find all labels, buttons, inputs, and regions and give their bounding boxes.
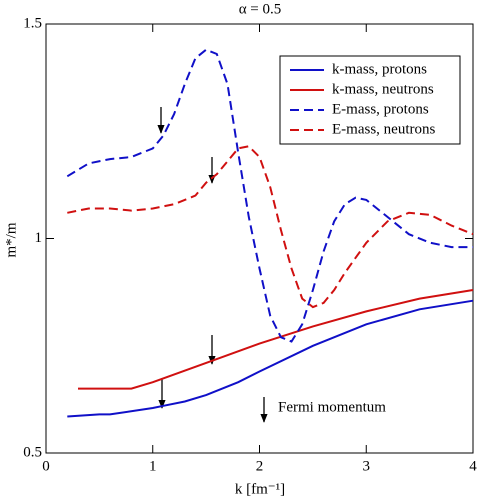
y-tick-label: 1.5 bbox=[23, 15, 42, 31]
y-axis-label: m*/m bbox=[3, 222, 19, 257]
x-tick-label: 2 bbox=[256, 458, 264, 474]
fermi-arrows bbox=[157, 107, 268, 423]
x-tick-label: 4 bbox=[469, 458, 477, 474]
x-tick-label: 3 bbox=[363, 458, 371, 474]
legend-label: k-mass, protons bbox=[332, 61, 427, 77]
annotation: Fermi momentum bbox=[278, 399, 386, 415]
series-line bbox=[67, 145, 474, 309]
chart-title: α = 0.5 bbox=[239, 1, 282, 17]
x-tick-label: 1 bbox=[149, 458, 157, 474]
legend-label: E-mass, protons bbox=[332, 101, 429, 117]
legend: k-mass, protons k-mass, neutrons E-mass, p… bbox=[279, 55, 461, 145]
legend-label: k-mass, neutrons bbox=[332, 81, 434, 97]
series-line bbox=[67, 299, 474, 418]
y-tick-label: 0.5 bbox=[23, 444, 42, 460]
x-tick-label: 0 bbox=[42, 458, 50, 474]
legend-label: E-mass, neutrons bbox=[332, 121, 435, 137]
series-line bbox=[78, 289, 474, 390]
y-tick-label: 1 bbox=[35, 230, 43, 246]
x-axis-label: k [fm⁻¹] bbox=[235, 481, 285, 497]
series-line bbox=[66, 48, 473, 343]
